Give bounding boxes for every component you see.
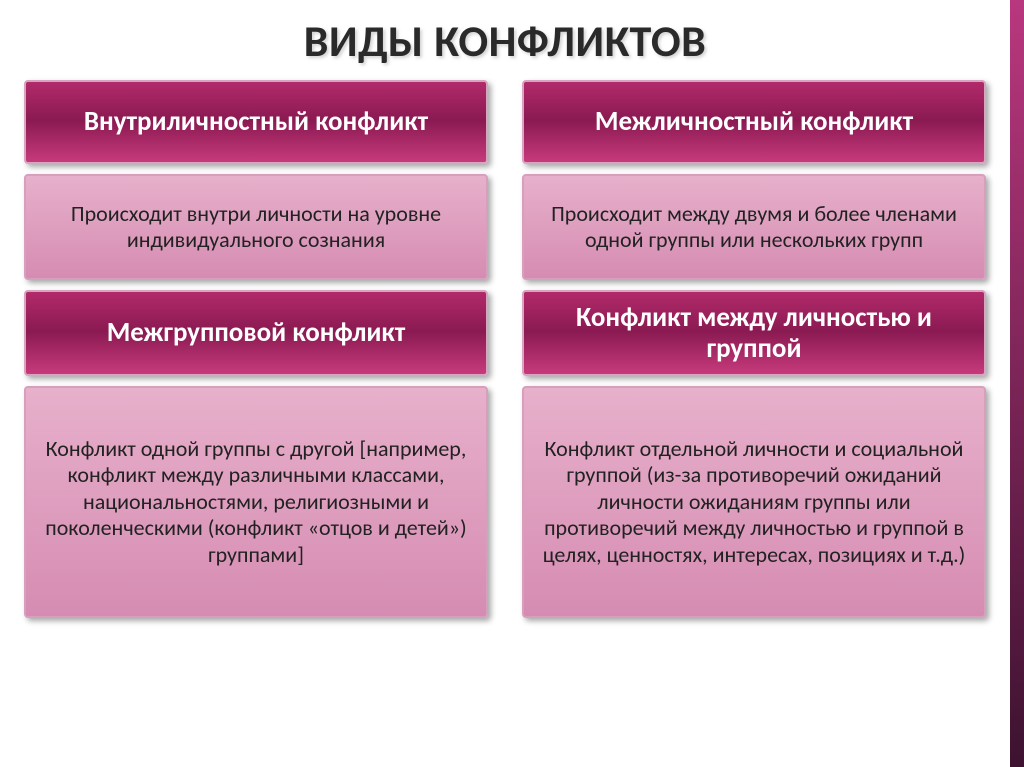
body-person-vs-group: Конфликт отдельной личности и социальной… (522, 386, 986, 618)
cell-intrapersonal: Внутриличностный конфликт Происходит вну… (24, 80, 488, 280)
page-title: ВИДЫ КОНФЛИКТОВ (18, 14, 992, 68)
body-intergroup: Конфликт одной группы с другой [например… (24, 386, 488, 618)
header-interpersonal: Межличностный конфликт (522, 80, 986, 164)
header-intrapersonal: Внутриличностный конфликт (24, 80, 488, 164)
cell-interpersonal: Межличностный конфликт Происходит между … (522, 80, 986, 280)
cell-person-vs-group: Конфликт между личностью и группой Конфл… (522, 290, 986, 618)
sidebar-accent (1010, 0, 1024, 767)
body-interpersonal: Происходит между двумя и более членами о… (522, 174, 986, 280)
header-intergroup: Межгрупповой конфликт (24, 290, 488, 376)
body-intrapersonal: Происходит внутри личности на уровне инд… (24, 174, 488, 280)
cell-intergroup: Межгрупповой конфликт Конфликт одной гру… (24, 290, 488, 618)
header-person-vs-group: Конфликт между личностью и группой (522, 290, 986, 376)
conflict-grid: Внутриличностный конфликт Происходит вну… (18, 80, 992, 618)
slide: ВИДЫ КОНФЛИКТОВ Внутриличностный конфлик… (0, 0, 1010, 767)
